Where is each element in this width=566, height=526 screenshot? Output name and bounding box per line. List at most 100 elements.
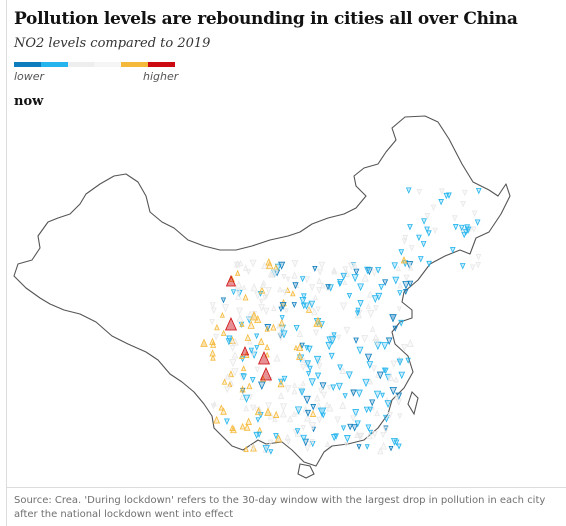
city-marker (249, 311, 259, 321)
city-marker (337, 364, 343, 371)
city-marker (350, 415, 357, 422)
city-marker (214, 323, 220, 331)
city-marker (213, 415, 221, 424)
city-marker (213, 333, 220, 341)
city-marker (243, 423, 251, 431)
city-marker (247, 338, 253, 345)
city-marker (220, 329, 227, 336)
city-marker (237, 260, 244, 267)
city-marker (308, 378, 316, 387)
city-marker (277, 286, 283, 293)
city-marker (264, 407, 272, 416)
city-marker (310, 404, 317, 411)
city-marker (299, 342, 305, 349)
city-marker (417, 256, 424, 263)
city-marker (294, 406, 303, 415)
city-marker (210, 354, 216, 361)
city-marker (474, 219, 481, 226)
city-marker (319, 382, 327, 391)
city-marker (267, 270, 274, 278)
city-marker (337, 278, 344, 287)
city-marker (238, 352, 245, 359)
city-marker (470, 226, 477, 233)
city-marker (291, 387, 298, 395)
scale-swatch-6 (148, 62, 175, 67)
city-marker (328, 334, 335, 341)
city-marker (229, 345, 236, 352)
city-marker (221, 304, 230, 313)
city-marker (382, 279, 389, 286)
city-marker (317, 387, 324, 394)
city-marker (313, 355, 322, 365)
city-marker (300, 434, 307, 443)
city-marker (220, 297, 227, 304)
city-marker (449, 247, 456, 254)
city-marker (311, 307, 318, 316)
city-marker (339, 401, 347, 409)
city-marker (278, 306, 284, 313)
city-marker (235, 292, 242, 300)
city-marker (272, 410, 280, 418)
city-marker (346, 292, 353, 299)
city-marker (262, 294, 268, 301)
city-marker (361, 335, 369, 343)
city-marker (316, 363, 323, 370)
city-marker (385, 337, 393, 346)
city-marker (271, 304, 277, 311)
city-marker (298, 388, 306, 396)
city-marker (464, 226, 472, 234)
city-marker (371, 269, 378, 277)
city-marker (243, 445, 249, 453)
city-marker (374, 409, 380, 417)
city-marker (426, 260, 432, 268)
city-marker (376, 371, 384, 380)
city-marker (200, 338, 208, 347)
city-marker (296, 351, 304, 360)
city-marker (262, 444, 270, 454)
city-marker (314, 394, 321, 402)
city-marker (300, 364, 307, 371)
city-marker (283, 308, 289, 314)
city-marker (361, 273, 369, 282)
city-marker (306, 371, 312, 377)
city-marker (342, 279, 348, 286)
city-marker (227, 370, 235, 378)
city-marker (451, 215, 458, 222)
city-marker (249, 404, 257, 412)
city-marker (371, 431, 378, 438)
city-marker (316, 287, 323, 294)
city-marker (384, 400, 392, 409)
city-marker (458, 224, 465, 232)
city-marker (398, 371, 406, 380)
chart-subtitle: NO2 levels compared to 2019 (14, 36, 211, 51)
footer-divider (6, 487, 566, 488)
city-marker (271, 269, 279, 277)
city-marker (401, 238, 408, 245)
city-marker (356, 346, 364, 355)
city-marker (279, 302, 287, 310)
city-marker (258, 286, 266, 294)
city-marker (380, 392, 385, 399)
city-marker (239, 321, 245, 327)
city-marker (313, 316, 323, 327)
city-marker (273, 433, 279, 440)
city-marker (375, 292, 383, 301)
city-marker (366, 290, 374, 298)
city-marker (301, 293, 307, 300)
city-marker (318, 261, 326, 270)
city-marker (370, 365, 377, 373)
city-marker (244, 333, 252, 341)
city-marker (460, 200, 466, 208)
city-marker (253, 431, 260, 440)
city-marker (280, 330, 288, 339)
city-marker (293, 344, 299, 351)
city-markers (200, 187, 482, 455)
city-marker (231, 368, 239, 377)
city-marker (278, 261, 286, 270)
city-marker (320, 391, 328, 399)
city-marker (397, 413, 403, 420)
city-marker (265, 286, 272, 295)
hainan-island (297, 463, 315, 479)
city-marker (230, 425, 237, 434)
